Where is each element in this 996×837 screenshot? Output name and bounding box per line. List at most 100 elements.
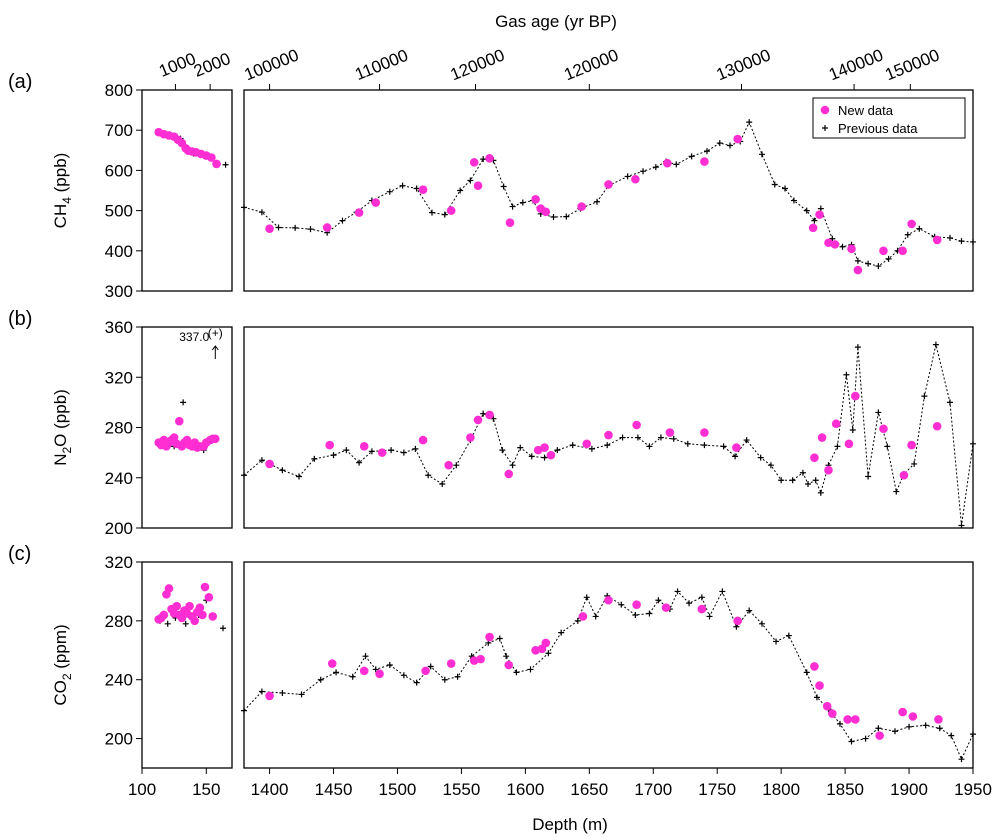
panel-0-previous-point xyxy=(811,217,818,224)
legend-previous-marker xyxy=(822,125,828,131)
panel-1-new-point xyxy=(359,442,369,451)
panel-1-new-point xyxy=(632,420,641,430)
panel-1-y-tick-label: 360 xyxy=(105,318,133,337)
main-x-tick-label: 1600 xyxy=(506,780,544,799)
panel-1-previous-point xyxy=(295,473,302,480)
panel-1-previous-point xyxy=(541,454,548,461)
panel-1-previous-point xyxy=(330,452,337,459)
main-x-tick-label: 1750 xyxy=(698,780,736,799)
panel-1-new-point xyxy=(504,469,514,479)
panel-0-y-tick-label: 500 xyxy=(105,202,133,221)
panel-0-new-point xyxy=(808,223,818,233)
panel-2-previous-point xyxy=(386,662,393,668)
panel-2-previous-point xyxy=(632,611,639,618)
panel-1-previous-point xyxy=(368,448,375,455)
panel-1-previous-point xyxy=(509,462,516,469)
panel-2-previous-point xyxy=(674,588,681,595)
panel-1-y-tick-label: 280 xyxy=(105,419,133,438)
panel-0-new-point xyxy=(932,235,942,245)
panel-0-previous-point xyxy=(624,173,631,180)
panel-0-new-point xyxy=(322,223,332,232)
panel-0-previous-point xyxy=(803,207,810,214)
panel-0-new-point xyxy=(577,202,586,211)
panel-1-previous-point xyxy=(817,489,824,496)
panel-1-previous-point xyxy=(279,467,286,474)
panel-1-previous-point xyxy=(812,477,819,484)
panel-1-previous-point xyxy=(657,434,664,441)
panel-0-inset-previous-point xyxy=(222,161,229,168)
panel-2-previous-point xyxy=(427,663,434,670)
panel-0-new-point xyxy=(371,198,381,207)
panel-1-previous-point xyxy=(767,462,774,469)
panel-2-new-point xyxy=(828,709,837,718)
legend-box xyxy=(812,97,966,139)
panel-0-previous-point xyxy=(865,260,872,267)
panel-0-previous-point xyxy=(339,217,346,224)
panel-2-previous-point xyxy=(773,638,780,645)
panel-2-label: (c) xyxy=(8,543,31,565)
panel-2-previous-point xyxy=(698,594,705,601)
panel-1-new-point xyxy=(844,439,854,449)
panel-0-previous-point xyxy=(758,151,765,158)
main-age-label: 130000 xyxy=(714,45,774,84)
panel-2-previous-point xyxy=(922,722,929,729)
panel-0-new-point xyxy=(631,174,640,184)
panel-1-y-title-main: N xyxy=(51,454,70,466)
panel-1-previous-point xyxy=(439,481,446,488)
panel-1-new-point xyxy=(540,443,549,452)
panel-0-new-point xyxy=(418,185,428,194)
panel-1-previous-point xyxy=(789,477,796,484)
panel-2-inset-new-point xyxy=(185,601,194,611)
panel-2-previous-point xyxy=(706,613,713,620)
panel-1-previous-point xyxy=(517,444,524,451)
panel-1-previous-point xyxy=(732,453,739,460)
panel-2-inset-frame xyxy=(141,561,233,769)
panel-2-y-tick-label: 280 xyxy=(105,612,133,631)
panel-0-new-point xyxy=(879,246,888,256)
panel-1-new-point xyxy=(851,391,860,401)
panel-2-previous-point xyxy=(719,588,726,595)
panel-2-new-point xyxy=(476,654,485,664)
panel-1-previous-point xyxy=(684,440,691,447)
panel-0-previous-point xyxy=(703,148,710,155)
panel-2-y-tick-label: 240 xyxy=(105,671,133,690)
panel-1-annotation-mark: (+) xyxy=(208,326,223,340)
panel-2-new-point xyxy=(421,666,430,676)
panel-2-inset-previous-point xyxy=(182,620,189,627)
panel-0-new-point xyxy=(469,158,479,167)
panel-1-previous-point xyxy=(946,399,953,406)
panel-1-previous-point xyxy=(241,472,247,479)
panel-2-new-point xyxy=(265,691,274,701)
panel-1-new-point xyxy=(879,424,888,434)
panel-2-inset-new-point xyxy=(190,616,200,626)
panel-2-new-point xyxy=(661,603,671,612)
panel-0-previous-point xyxy=(441,211,448,218)
main-x-tick-label: 1550 xyxy=(443,780,481,799)
panel-2-previous-point xyxy=(618,601,625,608)
main-age-label: 140000 xyxy=(826,45,886,84)
panel-1-inset-previous-point xyxy=(180,399,187,406)
panel-2-new-point xyxy=(541,638,551,648)
panel-1-previous-point xyxy=(569,442,576,449)
panel-1-previous-point xyxy=(343,447,350,454)
panel-1-previous-point xyxy=(911,460,918,467)
panel-2-y-title-unit: (ppm) xyxy=(51,624,70,673)
panel-0-y-title-sub: 4 xyxy=(60,197,74,204)
panel-1-new-point xyxy=(824,465,833,475)
panel-2-previous-point xyxy=(317,676,324,683)
legend: New data Previous data xyxy=(812,97,966,139)
panel-2-previous-point xyxy=(241,707,247,714)
inset-x-tick-label: 100 xyxy=(128,780,156,799)
panel-0-new-point xyxy=(541,207,551,217)
panel-0-y-title-main: CH xyxy=(51,204,70,229)
panel-2-previous-point xyxy=(496,635,503,642)
panel-0-new-point xyxy=(907,219,916,229)
panel-2-previous-point xyxy=(848,738,855,745)
panel-2-new-point xyxy=(446,659,456,668)
panel-2-inset-previous-point xyxy=(164,620,171,627)
panel-1-new-point xyxy=(265,459,274,469)
panel-1-previous-point xyxy=(757,454,764,461)
panel-1-previous-point xyxy=(588,445,595,452)
main-age-label: 120000 xyxy=(448,45,508,84)
panel-0-previous-point xyxy=(746,119,753,126)
